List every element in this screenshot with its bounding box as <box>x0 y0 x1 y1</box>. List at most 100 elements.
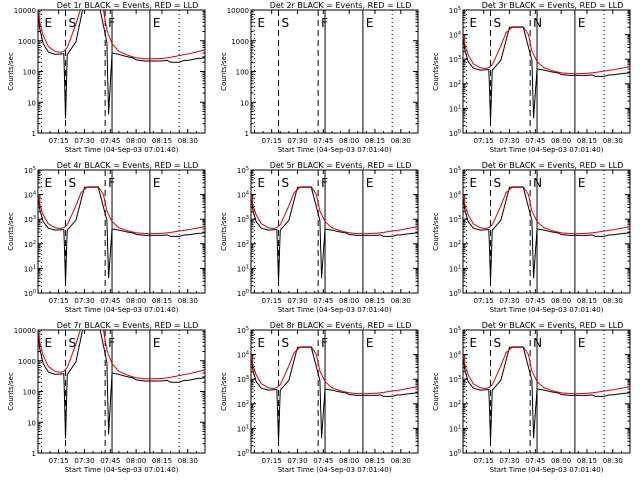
marker-label: F <box>321 176 328 190</box>
panel-det-3r: Det 3r BLACK = Events, RED = LLD 100 101 10… <box>432 1 631 154</box>
lld-series-line <box>38 186 205 235</box>
marker-label: S <box>69 336 77 350</box>
x-tick-label: 07:15 <box>49 137 69 145</box>
panel-title: Det 2r BLACK = Events, RED = LLD <box>270 1 412 10</box>
y-tick-label: 105 <box>449 166 461 175</box>
y-axis-label: Counts/sec <box>7 372 15 411</box>
y-tick-label: 104 <box>449 351 461 360</box>
x-tick-label: 08:00 <box>126 457 146 465</box>
x-tick-label: 07:15 <box>49 297 69 305</box>
y-tick-label: 100 <box>449 289 461 298</box>
y-tick-label: 102 <box>449 240 461 249</box>
x-tick-label: 07:45 <box>525 137 545 145</box>
y-tick-label: 101 <box>237 264 249 273</box>
x-tick-label: 07:45 <box>100 297 120 305</box>
y-tick-label: 102 <box>237 400 249 409</box>
x-tick-label: 07:15 <box>262 297 282 305</box>
marker-label: E <box>469 336 477 350</box>
x-tick-label: 08:00 <box>551 457 571 465</box>
marker-label: N <box>533 176 542 190</box>
plot-frame <box>37 169 206 294</box>
panel-title: Det 8r BLACK = Events, RED = LLD <box>270 321 412 330</box>
x-tick-label: 07:45 <box>313 137 333 145</box>
x-axis-label: Start Time (04-Sep-03 07:01:40) <box>490 466 604 474</box>
plot-frame <box>462 169 631 294</box>
marker-label: S <box>282 176 290 190</box>
marker-label: S <box>494 336 502 350</box>
x-tick-label: 07:30 <box>287 297 307 305</box>
x-tick-label: 07:15 <box>49 457 69 465</box>
panel-title: Det 9r BLACK = Events, RED = LLD <box>482 321 624 330</box>
lld-series-line <box>38 10 205 60</box>
y-tick-label: 104 <box>24 191 36 200</box>
x-tick-label: 08:15 <box>152 297 172 305</box>
y-tick-label: 105 <box>237 326 249 335</box>
x-tick-label: 08:00 <box>551 137 571 145</box>
y-tick-label: 102 <box>237 240 249 249</box>
y-tick-label: 1000 <box>18 358 36 366</box>
y-tick-label: 103 <box>449 215 461 224</box>
x-tick-label: 08:30 <box>178 297 198 305</box>
marker-label: E <box>366 336 374 350</box>
y-tick-label: 10 <box>27 419 36 427</box>
x-tick-label: 08:15 <box>577 457 597 465</box>
y-tick-label: 105 <box>237 166 249 175</box>
lld-series-line <box>463 26 630 75</box>
x-tick-label: 08:15 <box>365 297 385 305</box>
x-tick-label: 08:30 <box>603 297 623 305</box>
marker-label: S <box>282 16 290 30</box>
marker-label: F <box>108 336 115 350</box>
x-tick-label: 07:45 <box>525 297 545 305</box>
y-tick-label: 101 <box>449 264 461 273</box>
marker-label: F <box>321 336 328 350</box>
y-tick-label: 101 <box>237 424 249 433</box>
x-axis-label: Start Time (04-Sep-03 07:01:40) <box>65 306 179 314</box>
marker-label: N <box>533 336 542 350</box>
y-tick-label: 104 <box>449 31 461 40</box>
panel-det-1r: Det 1r BLACK = Events, RED = LLD 1 10 100 10… <box>7 1 206 154</box>
marker-label: E <box>578 16 586 30</box>
marker-label: E <box>469 16 477 30</box>
y-tick-label: 103 <box>237 215 249 224</box>
y-axis-label: Counts/sec <box>7 212 15 251</box>
x-tick-label: 08:15 <box>365 457 385 465</box>
lld-series-line <box>463 186 630 235</box>
y-tick-label: 104 <box>449 191 461 200</box>
marker-label: E <box>153 336 161 350</box>
x-tick-label: 07:15 <box>474 297 494 305</box>
y-tick-label: 10000 <box>14 7 36 15</box>
x-tick-label: 08:00 <box>339 457 359 465</box>
lld-series-line <box>251 346 418 395</box>
lld-series-line <box>251 186 418 235</box>
marker-label: F <box>108 16 115 30</box>
x-tick-label: 08:00 <box>126 137 146 145</box>
y-tick-label: 10000 <box>227 7 249 15</box>
events-series-line <box>38 10 205 119</box>
x-axis-label: Start Time (04-Sep-03 07:01:40) <box>490 146 604 154</box>
x-tick-label: 07:15 <box>262 137 282 145</box>
marker-label: S <box>69 16 77 30</box>
x-tick-label: 07:45 <box>313 457 333 465</box>
x-tick-label: 07:30 <box>499 297 519 305</box>
x-tick-label: 07:30 <box>499 137 519 145</box>
plot-frame <box>37 329 206 454</box>
y-tick-label: 10 <box>27 99 36 107</box>
lld-series-line <box>38 330 205 380</box>
y-tick-label: 1000 <box>18 38 36 46</box>
x-tick-label: 08:00 <box>339 297 359 305</box>
plot-frame <box>250 329 419 454</box>
y-tick-label: 103 <box>24 215 36 224</box>
panel-title: Det 4r BLACK = Events, RED = LLD <box>57 161 199 170</box>
marker-label: E <box>366 16 374 30</box>
y-tick-label: 100 <box>237 289 249 298</box>
y-tick-label: 101 <box>24 264 36 273</box>
marker-label: E <box>44 336 52 350</box>
y-tick-label: 100 <box>23 69 36 77</box>
events-series-line <box>251 346 418 442</box>
y-tick-label: 1 <box>245 130 249 138</box>
y-tick-label: 100 <box>236 69 249 77</box>
marker-label: F <box>321 16 328 30</box>
x-tick-label: 08:15 <box>152 137 172 145</box>
panel-title: Det 6r BLACK = Events, RED = LLD <box>482 161 624 170</box>
x-tick-label: 07:45 <box>100 457 120 465</box>
